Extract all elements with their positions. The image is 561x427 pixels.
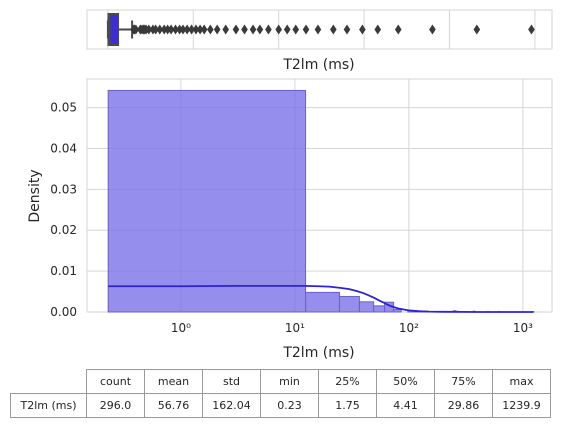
histogram-y-tick-label: 0.05 bbox=[50, 101, 77, 115]
table-header-cell: max bbox=[493, 370, 551, 394]
histogram-y-ticks: 0.00 0.01 0.02 0.03 0.04 0.05 bbox=[50, 101, 77, 319]
histogram-x-ticks: 10⁰ 10¹ 10² 10³ bbox=[171, 321, 533, 335]
histogram-y-axis-label: Density bbox=[27, 169, 43, 222]
histogram-bar bbox=[359, 302, 373, 312]
histogram-bar bbox=[394, 310, 402, 312]
table-row-label: T2lm (ms) bbox=[11, 394, 87, 418]
table-cell: 4.41 bbox=[377, 394, 435, 418]
histogram-x-tick-label: 10³ bbox=[513, 321, 533, 335]
histogram-y-tick-label: 0.02 bbox=[50, 223, 77, 237]
table-header-cell: 75% bbox=[435, 370, 493, 394]
histogram-y-tick-label: 0.01 bbox=[50, 264, 77, 278]
chart-canvas: T2lm (ms) 10⁰ 10¹ 10² 10³ 0.000.010.020.030… bbox=[0, 0, 561, 368]
histogram-y-tick-label: 0.00 bbox=[50, 305, 77, 319]
table-cell: 1239.9 bbox=[493, 394, 551, 418]
summary-stats-table: count mean std min 25% 50% 75% max T2lm … bbox=[10, 369, 551, 418]
histogram-y-tick-label: 0.03 bbox=[50, 182, 77, 196]
table-cell: 29.86 bbox=[435, 394, 493, 418]
table-cell: 1.75 bbox=[319, 394, 377, 418]
table-header-cell: std bbox=[203, 370, 261, 394]
table-corner-cell bbox=[11, 370, 87, 394]
boxplot-x-axis-label: T2lm (ms) bbox=[282, 57, 354, 73]
histogram-bar bbox=[374, 306, 385, 312]
histogram-x-tick-label: 10⁰ bbox=[171, 321, 191, 335]
table-row: T2lm (ms) 296.0 56.76 162.04 0.23 1.75 4… bbox=[11, 394, 551, 418]
table-header-row: count mean std min 25% 50% 75% max bbox=[11, 370, 551, 394]
histogram-x-tick-label: 10² bbox=[399, 321, 419, 335]
table-cell: 56.76 bbox=[145, 394, 203, 418]
table-cell: 0.23 bbox=[261, 394, 319, 418]
table-header-cell: count bbox=[87, 370, 145, 394]
histogram-x-axis-label: T2lm (ms) bbox=[282, 345, 354, 361]
table-header-cell: 25% bbox=[319, 370, 377, 394]
boxplot-panel: T2lm (ms) bbox=[87, 10, 552, 73]
table-header-cell: 50% bbox=[377, 370, 435, 394]
table-header-cell: min bbox=[261, 370, 319, 394]
histogram-bar bbox=[339, 296, 359, 312]
table-cell: 162.04 bbox=[203, 394, 261, 418]
histogram-bar bbox=[306, 292, 340, 312]
histogram-panel: 10⁰ 10¹ 10² 10³ 0.00 0.01 0.02 0.03 0.04 0.05 T2… bbox=[27, 79, 552, 361]
table-header-cell: mean bbox=[145, 370, 203, 394]
histogram-y-tick-label: 0.04 bbox=[50, 141, 77, 155]
table-cell: 296.0 bbox=[87, 394, 145, 418]
histogram-bar bbox=[108, 90, 305, 312]
histogram-x-tick-label: 10¹ bbox=[285, 321, 305, 335]
